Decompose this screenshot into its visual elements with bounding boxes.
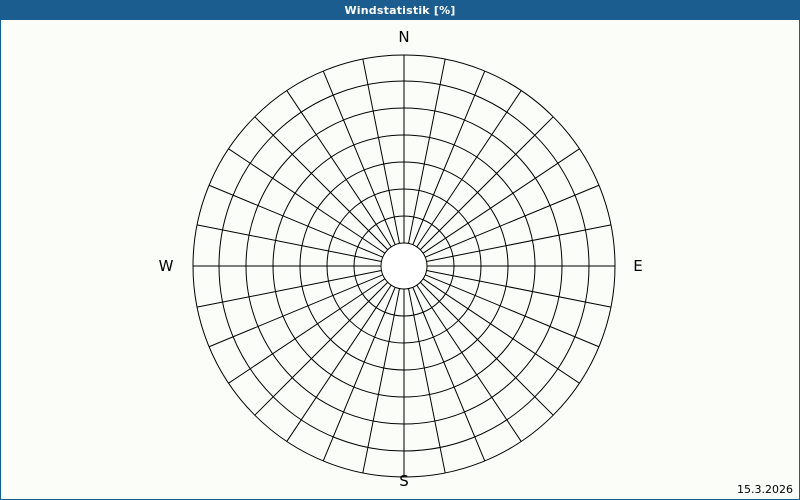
window-title-bar: Windstatistik [%] [1, 1, 799, 20]
compass-label-south: S [399, 472, 409, 490]
date-stamp: 15.3.2026 [737, 483, 793, 496]
window-title: Windstatistik [%] [344, 4, 456, 17]
compass-label-west: W [158, 257, 174, 275]
compass-label-east: E [633, 257, 643, 275]
compass-label-north: N [398, 28, 410, 46]
chart-plot-area: N E S W [1, 20, 799, 499]
windrose-grid [192, 54, 616, 478]
